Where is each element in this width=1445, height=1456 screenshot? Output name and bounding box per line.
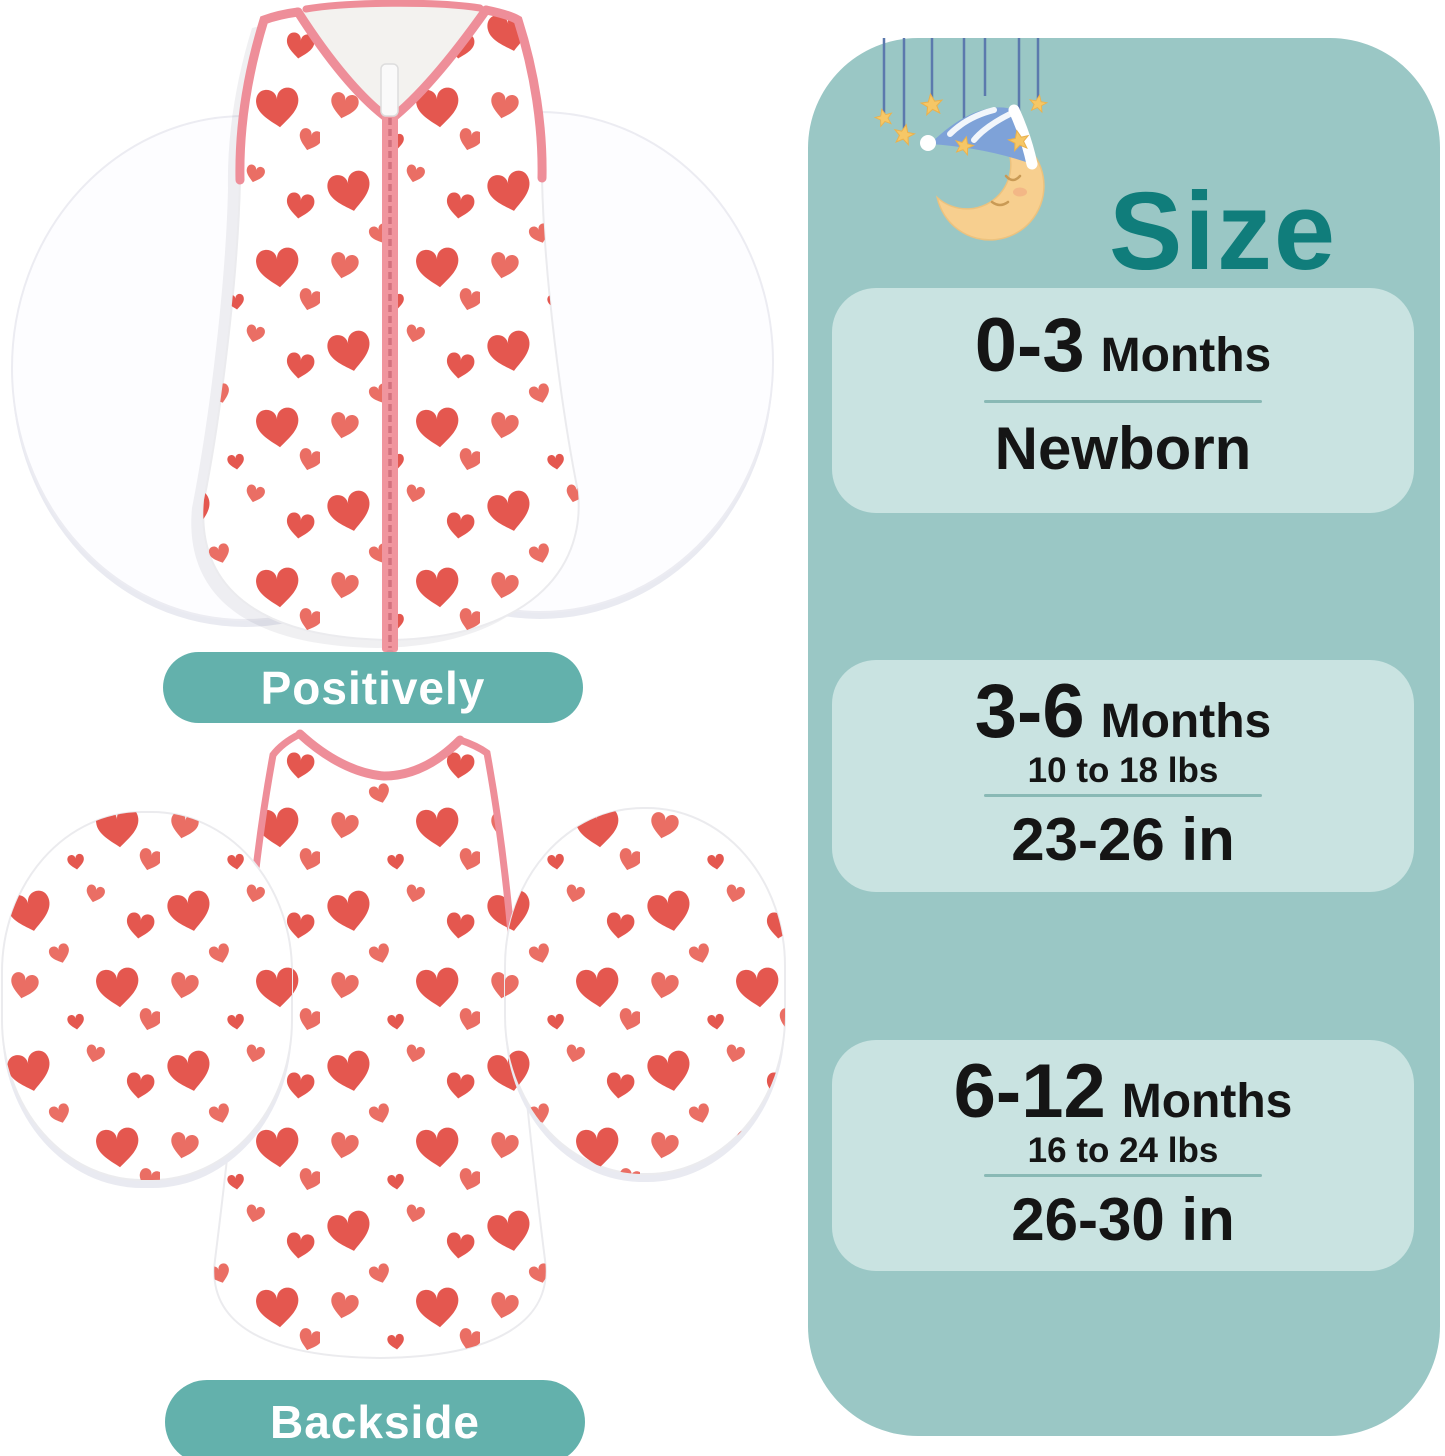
age-unit: Months [1121, 1075, 1293, 1128]
armhole-trim-left [235, 7, 303, 185]
age-range: 0-3 [974, 303, 1085, 388]
age-unit: Months [1100, 695, 1272, 748]
spread-wing-left [1, 811, 293, 1188]
age-range-line: 6-12 Months [954, 1054, 1293, 1130]
spread-wing-right [504, 807, 786, 1182]
zipper [380, 63, 399, 660]
front-view-photo [11, 0, 774, 660]
back-view-label: Backside [165, 1380, 585, 1456]
size-value: 26-30 in [1011, 1185, 1235, 1253]
size-panel: Size 0-3 Months Newborn 3-6 Months 10 to… [808, 38, 1440, 1436]
size-card-0-3-months: 0-3 Months Newborn [832, 288, 1414, 513]
armhole-trim-right [481, 5, 547, 183]
front-view-label: Positively [163, 652, 583, 723]
age-range-line: 3-6 Months [975, 674, 1271, 750]
size-title: Size [1108, 169, 1338, 293]
age-range-line: 0-3 Months [975, 308, 1271, 384]
back-view-label-text: Backside [269, 1396, 480, 1448]
neck-trim-right [385, 5, 491, 125]
nightcap-icon [920, 104, 1038, 170]
size-card-3-6-months: 3-6 Months 10 to 18 lbs 23-26 in [832, 660, 1414, 892]
size-card-6-12-months: 6-12 Months 16 to 24 lbs 26-30 in [832, 1040, 1414, 1271]
neckline [298, 0, 486, 120]
back-view-photo [1, 729, 786, 1359]
size-value: 23-26 in [1011, 805, 1235, 873]
card-divider [984, 1173, 1262, 1177]
size-value: Newborn [994, 415, 1252, 482]
age-range: 3-6 [974, 669, 1085, 754]
back-armhole-trim-right [456, 736, 515, 937]
card-divider [984, 793, 1262, 797]
sleeping-moon-icon [920, 104, 1045, 241]
back-neck-trim [295, 729, 465, 781]
age-range: 6-12 [953, 1049, 1106, 1134]
moon-stars-icon [872, 38, 1049, 241]
front-view-label-text: Positively [260, 661, 486, 714]
card-divider [984, 400, 1262, 403]
weight-range: 10 to 18 lbs [1027, 751, 1219, 790]
weight-range: 16 to 24 lbs [1027, 1131, 1219, 1170]
age-unit: Months [1100, 329, 1272, 382]
